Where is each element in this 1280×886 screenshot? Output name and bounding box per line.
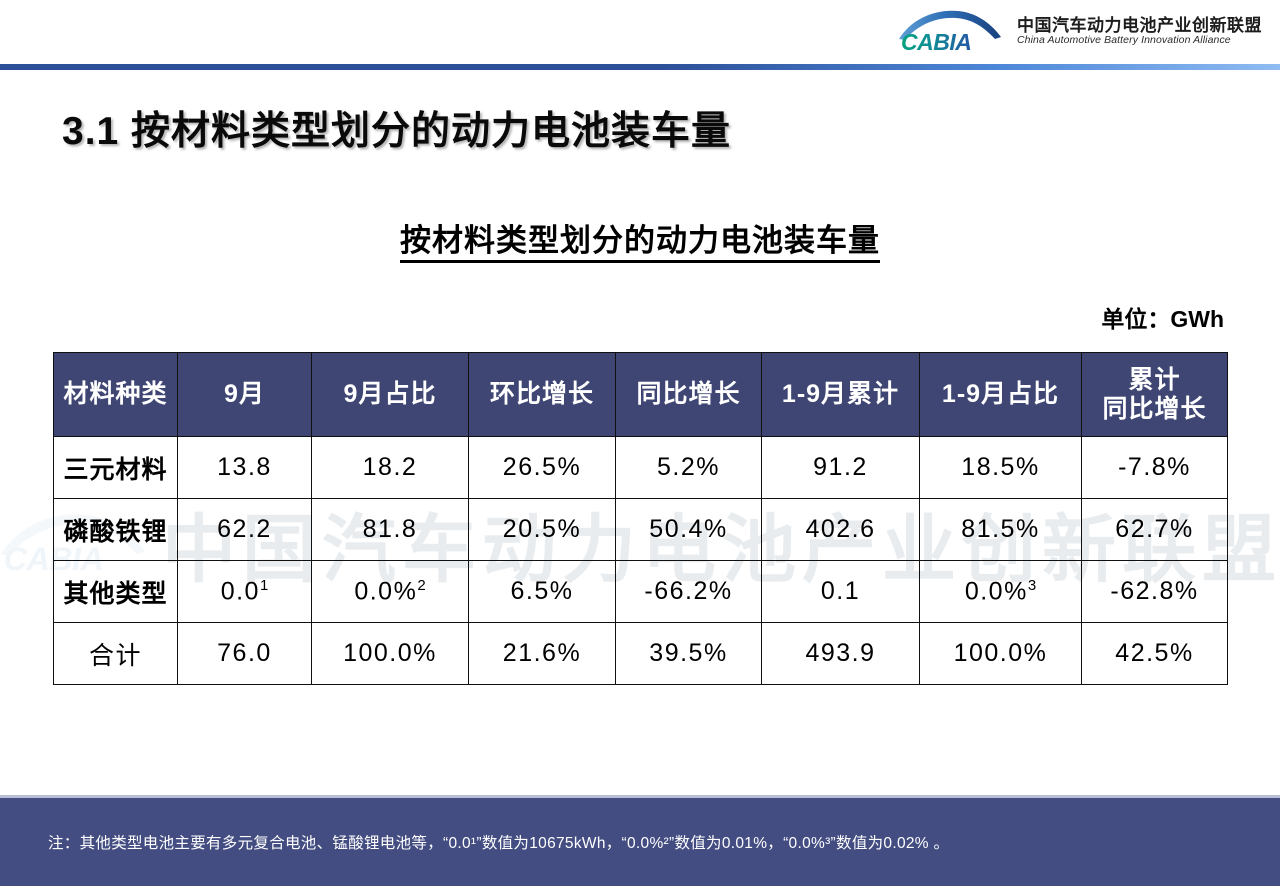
cell-mom-growth: 20.5%: [468, 498, 616, 561]
column-header-yoy-growth: 同比增长: [615, 352, 762, 437]
brand-name-cn: 中国汽车动力电池产业创新联盟: [1017, 15, 1262, 35]
cell-ytd-total: 402.6: [761, 498, 920, 561]
cell-yoy-growth: 50.4%: [615, 498, 762, 561]
column-header-mom-growth: 环比增长: [468, 352, 616, 437]
page-title: 3.1 按材料类型划分的动力电池装车量: [62, 110, 732, 153]
cell-sep-share: 100.0%: [311, 622, 469, 685]
cell-ytd-share: 81.5%: [919, 498, 1082, 561]
cell-sep-share: 0.0%2: [311, 560, 469, 623]
footnote-marker-1: 1: [259, 576, 269, 594]
table-row: 磷酸铁锂 62.2 81.8 20.5% 50.4% 402.6 81.5% 6…: [53, 498, 1228, 561]
cell-yoy-growth: -66.2%: [615, 560, 762, 623]
cell-ytd-total: 493.9: [761, 622, 920, 685]
cell-ytd-total: 0.1: [761, 560, 920, 623]
cell-category: 合计: [53, 622, 178, 685]
cell-ytd-share: 100.0%: [919, 622, 1082, 685]
cell-mom-growth: 26.5%: [468, 436, 616, 499]
cell-ytd-yoy-growth: 42.5%: [1081, 622, 1228, 685]
table-caption: 按材料类型划分的动力电池装车量: [0, 215, 1280, 263]
cell-mom-growth: 6.5%: [468, 560, 616, 623]
cell-category: 其他类型: [53, 560, 178, 623]
cell-ytd-share: 0.0%3: [919, 560, 1082, 623]
cell-mom-growth: 21.6%: [468, 622, 616, 685]
footnote-marker-3: 3: [1027, 576, 1037, 594]
column-header-material: 材料种类: [53, 352, 178, 437]
cell-sep-share: 81.8: [311, 498, 469, 561]
svg-text:CABIA: CABIA: [901, 29, 971, 54]
cell-sep-value: 13.8: [177, 436, 312, 499]
table-row: 其他类型 0.01 0.0%2 6.5% -66.2% 0.1 0.0%3 -6…: [53, 560, 1228, 623]
cell-category: 三元材料: [53, 436, 178, 499]
cabia-logo-icon: CABIA: [897, 8, 1003, 55]
cell-ytd-yoy-growth: -62.8%: [1081, 560, 1228, 623]
column-header-sep-share: 9月占比: [311, 352, 469, 437]
footer-bar: 注：其他类型电池主要有多元复合电池、锰酸锂电池等，“0.0¹”数值为10675k…: [0, 795, 1280, 886]
footnote-marker-2: 2: [417, 576, 426, 594]
cell-ytd-yoy-growth: 62.7%: [1081, 498, 1228, 561]
table-row: 合计 76.0 100.0% 21.6% 39.5% 493.9 100.0% …: [53, 622, 1228, 685]
cell-sep-value: 62.2: [177, 498, 312, 561]
cell-sep-share: 18.2: [311, 436, 469, 499]
cell-yoy-growth: 39.5%: [615, 622, 762, 685]
cell-sep-value: 76.0: [177, 622, 312, 685]
column-header-sep-value: 9月: [177, 352, 312, 437]
page-header: CABIA 中国汽车动力电池产业创新联盟 China Automotive Ba…: [0, 0, 1280, 70]
unit-label: 单位：GWh: [1101, 306, 1224, 332]
cell-yoy-growth: 5.2%: [615, 436, 762, 499]
brand-name-en: China Automotive Battery Innovation Alli…: [1017, 33, 1231, 46]
cell-category: 磷酸铁锂: [53, 498, 178, 561]
cell-ytd-yoy-growth: -7.8%: [1081, 436, 1228, 499]
table-caption-text: 按材料类型划分的动力电池装车量: [400, 223, 880, 263]
cell-ytd-share: 18.5%: [919, 436, 1082, 499]
brand-text: 中国汽车动力电池产业创新联盟 China Automotive Battery …: [1017, 16, 1262, 47]
header-divider: [0, 64, 1280, 70]
column-header-ytd-yoy-growth: 累计 同比增长: [1081, 352, 1228, 437]
cell-sep-value: 0.01: [177, 560, 312, 623]
brand-lockup: CABIA 中国汽车动力电池产业创新联盟 China Automotive Ba…: [897, 8, 1262, 55]
column-header-ytd-share: 1-9月占比: [919, 352, 1082, 437]
footer-note: 注：其他类型电池主要有多元复合电池、锰酸锂电池等，“0.0¹”数值为10675k…: [48, 835, 950, 852]
column-header-ytd-total: 1-9月累计: [761, 352, 920, 437]
table-header-row: 材料种类 9月 9月占比 环比增长 同比增长 1-9月累计 1-: [53, 352, 1228, 437]
table-row: 三元材料 13.8 18.2 26.5% 5.2% 91.2 18.5% -7.…: [53, 436, 1228, 499]
battery-material-table: 材料种类 9月 9月占比 环比增长 同比增长 1-9月累计 1-: [53, 352, 1228, 685]
cell-ytd-total: 91.2: [761, 436, 920, 499]
